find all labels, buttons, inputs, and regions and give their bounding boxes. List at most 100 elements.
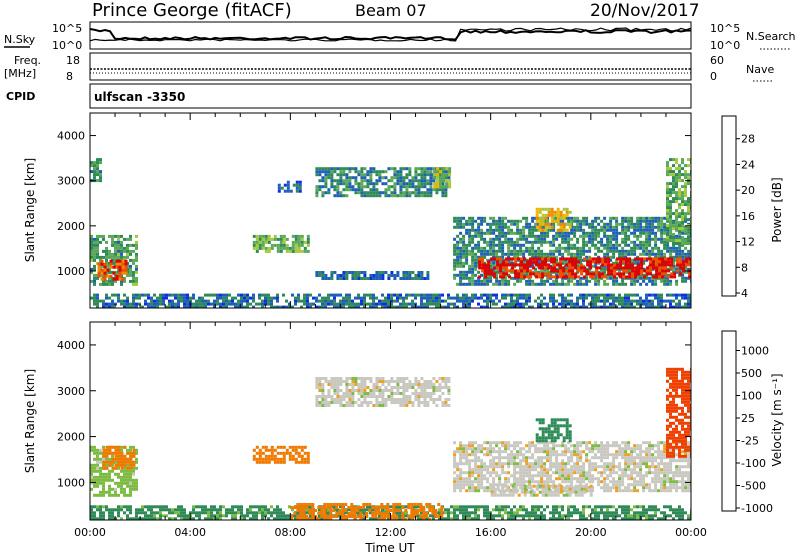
echo-cell xyxy=(453,276,457,280)
echo-cell xyxy=(302,506,306,509)
echo-cell xyxy=(306,249,310,253)
echo-cell xyxy=(103,274,107,278)
echo-cell xyxy=(93,255,96,259)
echo-cell xyxy=(286,183,290,187)
echo-cell xyxy=(636,225,640,229)
freq-right-tick-bottom: 0 xyxy=(710,70,717,83)
echo-cell xyxy=(174,296,177,300)
echo-cell xyxy=(314,509,318,512)
echo-cell xyxy=(534,237,538,241)
echo-cell xyxy=(246,508,249,512)
echo-cell xyxy=(675,167,678,171)
echo-cell xyxy=(519,234,523,238)
echo-cell xyxy=(117,451,121,455)
echo-cell xyxy=(90,296,93,300)
echo-cell xyxy=(502,266,506,270)
echo-cell xyxy=(582,252,586,256)
echo-cell xyxy=(123,490,126,494)
echo-cell xyxy=(222,505,225,509)
echo-cell xyxy=(354,380,358,383)
echo-cell xyxy=(396,274,400,277)
echo-cell xyxy=(492,222,496,226)
echo-cell xyxy=(525,246,529,250)
echo-cell xyxy=(570,252,574,256)
colorbar-tick-label: 20 xyxy=(741,184,755,197)
echo-cell xyxy=(468,296,471,300)
echo-cell xyxy=(577,269,581,273)
echo-cell xyxy=(103,262,107,266)
echo-cell xyxy=(129,472,132,476)
echo-cell xyxy=(291,445,295,449)
echo-cell xyxy=(678,270,682,274)
echo-cell xyxy=(318,179,322,183)
echo-cell xyxy=(612,514,615,518)
echo-cell xyxy=(438,299,441,303)
echo-cell xyxy=(132,293,135,297)
echo-cell xyxy=(618,514,621,518)
echo-cell xyxy=(180,511,183,515)
echo-cell xyxy=(576,258,580,262)
echo-cell xyxy=(585,243,589,247)
echo-cell xyxy=(414,191,418,195)
echo-cell xyxy=(135,302,138,306)
echo-cell xyxy=(219,293,222,297)
echo-cell xyxy=(546,255,550,259)
echo-cell xyxy=(342,182,346,186)
echo-cell xyxy=(666,161,669,165)
echo-cell xyxy=(483,514,486,518)
beam-label: Beam 07 xyxy=(355,1,427,20)
echo-cell xyxy=(624,505,627,509)
echo-cell xyxy=(396,179,400,183)
echo-cell xyxy=(168,299,171,303)
echo-cell xyxy=(672,258,676,262)
echo-cell xyxy=(363,380,367,383)
echo-cell xyxy=(243,517,246,520)
echo-cell xyxy=(627,234,631,238)
echo-cell xyxy=(550,219,554,223)
echo-cell xyxy=(363,377,367,380)
echo-cell xyxy=(501,252,505,256)
echo-cell xyxy=(676,260,680,264)
y-tick-label: 2000 xyxy=(57,220,85,233)
echo-cell xyxy=(507,228,511,232)
echo-cell xyxy=(114,279,117,283)
echo-cell xyxy=(433,182,437,186)
echo-cell xyxy=(471,296,474,300)
echo-cell xyxy=(549,517,552,520)
echo-cell xyxy=(561,231,565,235)
colorbar-tick-label: 28 xyxy=(741,133,755,146)
echo-cell xyxy=(558,231,562,235)
echo-cell xyxy=(684,279,688,283)
echo-cell xyxy=(498,279,502,283)
echo-cell xyxy=(576,228,580,232)
echo-cell xyxy=(513,255,517,259)
echo-cell xyxy=(426,182,430,186)
echo-cell xyxy=(357,173,361,177)
echo-cell xyxy=(99,469,102,473)
echo-cell xyxy=(624,240,628,244)
echo-cell xyxy=(384,176,388,180)
echo-cell xyxy=(627,270,631,274)
echo-cell xyxy=(594,302,597,306)
echo-cell xyxy=(588,249,592,253)
echo-cell xyxy=(429,302,432,306)
echo-cell xyxy=(311,506,315,509)
echo-cell xyxy=(624,517,627,520)
echo-cell xyxy=(99,255,102,259)
echo-cell xyxy=(132,282,135,286)
echo-cell xyxy=(633,240,637,244)
echo-cell xyxy=(606,508,609,512)
echo-cell xyxy=(315,377,319,380)
echo-cell xyxy=(111,252,114,256)
echo-cell xyxy=(393,176,397,180)
echo-cell xyxy=(633,505,636,509)
echo-cell xyxy=(534,505,537,509)
echo-cell xyxy=(420,182,424,186)
echo-cell xyxy=(522,216,526,220)
echo-cell xyxy=(399,517,402,520)
echo-cell xyxy=(630,279,634,283)
echo-cell xyxy=(288,451,292,455)
echo-cell xyxy=(633,243,637,247)
echo-cell xyxy=(544,263,548,267)
echo-cell xyxy=(321,296,324,300)
